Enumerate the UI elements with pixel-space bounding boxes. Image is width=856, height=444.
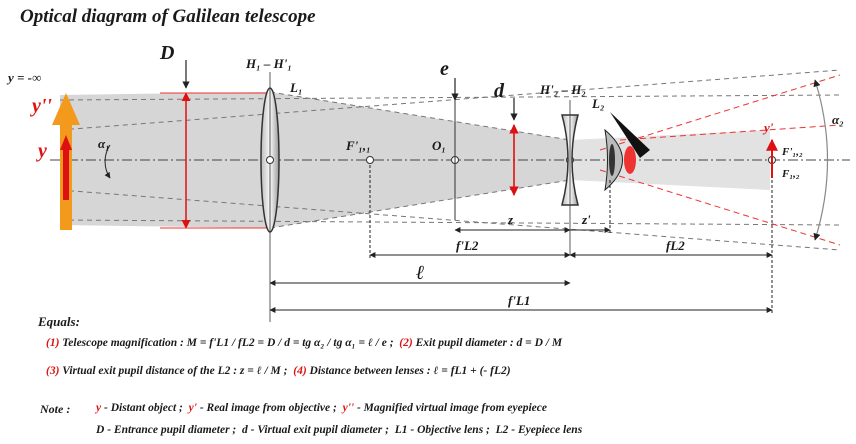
eq1-text: Telescope magnification : M = f'L1 / fL2…	[62, 337, 394, 349]
label-H2: H'₂ – H₂	[540, 82, 586, 97]
label-L1: L₁	[290, 80, 303, 95]
label-z: z	[508, 212, 514, 227]
alpha1-arc	[104, 144, 111, 179]
note-sym: D	[96, 424, 105, 436]
note-sym: L2	[495, 424, 509, 436]
label-y: y	[38, 140, 47, 162]
label-F1: F'₁,₁	[346, 138, 371, 153]
label-H1: H₁ – H'₁	[246, 56, 292, 71]
label-f-L1-prime: f'L1	[508, 293, 531, 308]
label-y-infinity: y = -∞	[8, 70, 42, 85]
label-alpha2: α₂	[832, 112, 844, 127]
label-e: e	[440, 58, 449, 80]
note-text: - Real image from objective ;	[199, 402, 337, 414]
equation-row-1: (1) Telescope magnification : M = f'L1 /…	[46, 337, 562, 349]
eq4-number: (4)	[293, 365, 307, 377]
label-O1: O₁	[432, 138, 446, 153]
note-heading: Note :	[40, 402, 71, 416]
eq1-number: (1)	[46, 337, 60, 349]
label-f-L2-prime: f'L2	[456, 238, 479, 253]
eq3-text: Virtual exit pupil distance of the L2 : …	[62, 365, 288, 377]
label-F22: F₁,₂	[782, 168, 800, 180]
label-alpha1: α₁	[98, 136, 110, 151]
diagram-title: Optical diagram of Galilean telescope	[20, 6, 316, 27]
note-text: - Entrance pupil diameter ;	[107, 424, 237, 436]
alpha2-arc	[813, 79, 829, 241]
note-sym: L1	[394, 424, 408, 436]
note-text: - Eyepiece lens	[511, 424, 583, 436]
label-y-prime: y'	[764, 120, 774, 135]
eq2-number: (2)	[399, 337, 413, 349]
eq4-text: Distance between lenses : ℓ = fL1 + (- f…	[309, 365, 511, 377]
note-text: - Magnified virtual image from eyepiece	[356, 402, 547, 414]
note-sym: y	[96, 402, 102, 414]
equation-row-2: (3) Virtual exit pupil distance of the L…	[46, 365, 511, 377]
note-text: - Objective lens ;	[410, 424, 490, 436]
label-f-L2: fL2	[666, 238, 685, 253]
label-y-double-prime: y''	[32, 95, 52, 117]
note-text: - Virtual exit pupil diameter ;	[250, 424, 389, 436]
note-row-1: y - Distant object ; y' - Real image fro…	[96, 402, 547, 414]
label-d: d	[494, 80, 504, 102]
equals-heading: Equals:	[38, 314, 80, 329]
label-z-prime: z'	[582, 212, 591, 227]
optical-diagram	[50, 60, 850, 322]
note-sym: d	[242, 424, 248, 436]
note-row-2: D - Entrance pupil diameter ; d - Virtua…	[96, 424, 582, 436]
red-ray-lines	[599, 74, 841, 246]
note-sym: y''	[342, 402, 355, 414]
label-F12: F'₁,₂	[782, 146, 803, 158]
label-D: D	[160, 42, 175, 64]
object-arrow-inner	[60, 135, 72, 200]
label-L2: L₂	[592, 96, 605, 111]
note-text: - Distant object ;	[103, 402, 183, 414]
eq3-number: (3)	[46, 365, 60, 377]
note-sym: y'	[188, 402, 197, 414]
label-ell: ℓ	[416, 262, 425, 284]
eq2-text: Exit pupil diameter : d = D / M	[415, 337, 563, 349]
